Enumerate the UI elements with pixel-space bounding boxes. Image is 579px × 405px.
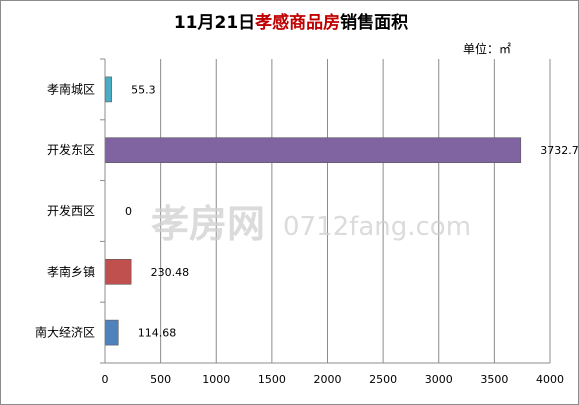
x-tick-label: 2000 <box>314 373 342 386</box>
watermark-cn: 孝房网 <box>151 202 265 246</box>
gridlines <box>160 59 551 363</box>
x-tick-label: 4000 <box>536 373 564 386</box>
x-tick-label: 3000 <box>425 373 453 386</box>
title-date: 11月21日 <box>174 13 255 33</box>
unit-label: 单位：㎡ <box>463 41 511 56</box>
category-label: 开发东区 <box>47 142 95 157</box>
tick-labels: 0 500 1000 1500 2000 2500 3000 3500 4000 <box>102 373 565 386</box>
x-tick-label: 3500 <box>480 373 508 386</box>
category-label: 开发西区 <box>47 203 95 218</box>
data-label: 0 <box>125 205 132 218</box>
x-tick-label: 0 <box>102 373 109 386</box>
bar <box>105 258 132 285</box>
chart-title: 11月21日孝感商品房销售面积 <box>174 12 408 33</box>
data-label: 55.3 <box>131 83 156 96</box>
data-label: 3732.7 <box>540 144 578 157</box>
data-label: 230.48 <box>151 266 190 279</box>
category-label: 孝南城区 <box>47 81 95 96</box>
bar <box>105 319 119 346</box>
bar <box>105 137 522 163</box>
axes <box>100 58 550 364</box>
title-suffix: 销售面积 <box>340 12 408 33</box>
x-tick-label: 500 <box>150 373 171 386</box>
category-label: 孝南乡镇 <box>47 264 95 279</box>
x-tick-label: 1000 <box>202 373 230 386</box>
watermark-en: 0712fang.com <box>283 212 471 242</box>
x-tick-label: 1500 <box>258 373 286 386</box>
x-tick-label: 2500 <box>369 373 397 386</box>
bar <box>105 76 112 103</box>
bars <box>105 76 522 346</box>
data-label: 114.68 <box>138 327 177 340</box>
data-labels: 55.3 3732.7 0 230.48 114.68 <box>125 83 578 339</box>
category-label: 南大经济区 <box>35 325 95 340</box>
title-highlight: 孝感商品房 <box>255 12 340 33</box>
watermark: 孝房网 0712fang.com <box>151 202 471 246</box>
